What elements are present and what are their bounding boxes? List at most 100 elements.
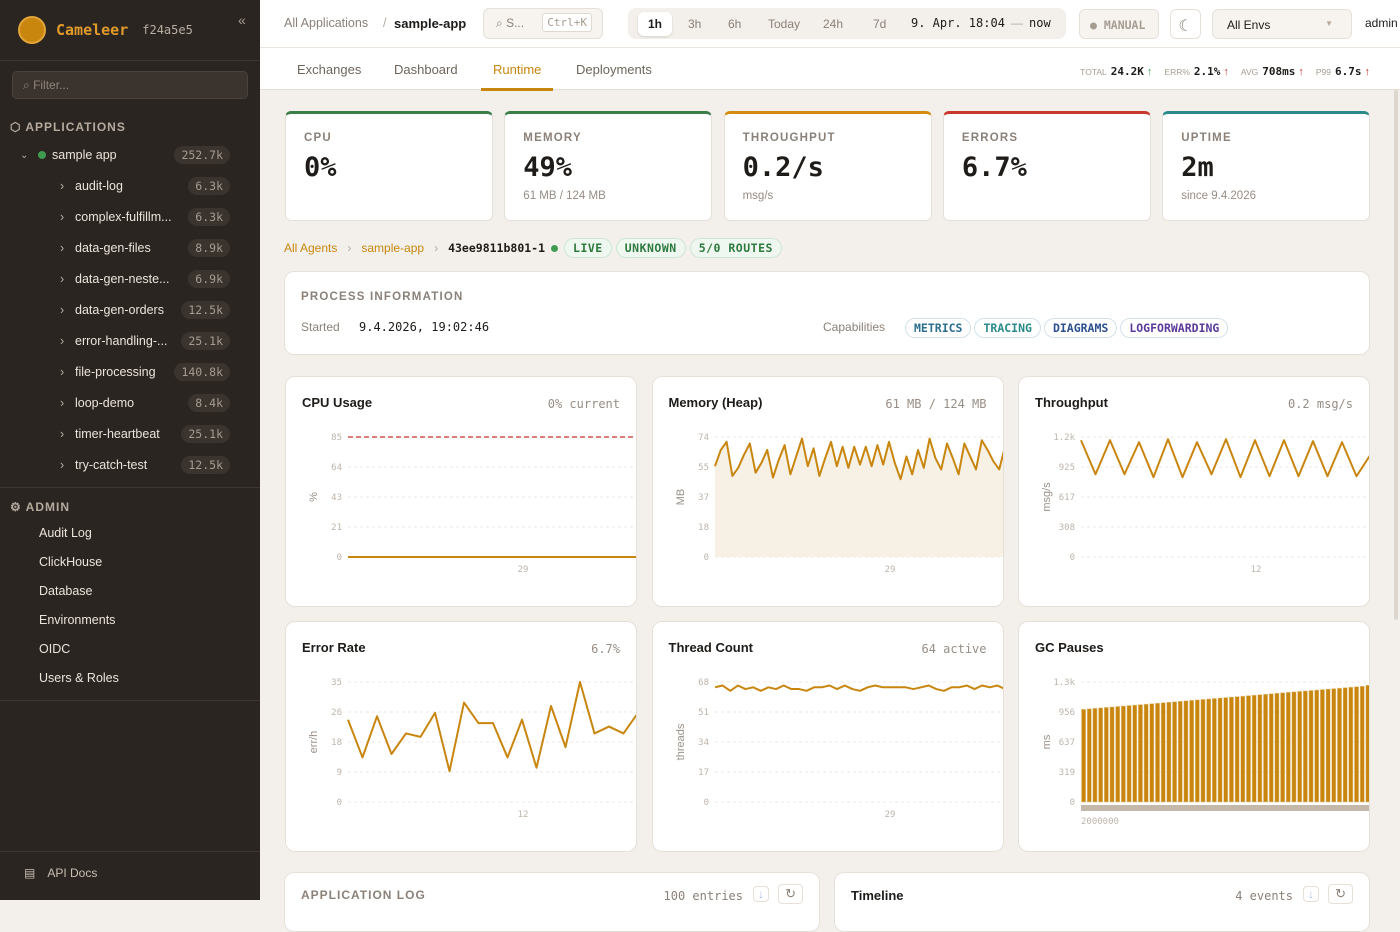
- brand[interactable]: Cameleer f24a5e5: [18, 16, 193, 44]
- tab-dashboard[interactable]: Dashboard: [394, 62, 458, 77]
- document-icon: ▤: [24, 866, 35, 880]
- y-tick-label: 0: [703, 553, 708, 563]
- gear-icon: ⚙: [10, 500, 26, 514]
- x-axis-scrollbar[interactable]: [1081, 805, 1370, 811]
- route-item[interactable]: ›complex-fulfillm...6.3k: [60, 206, 230, 228]
- y-tick-label: 85: [331, 433, 342, 443]
- gc-pause-bar: [1178, 701, 1182, 802]
- x-tick-label: 12: [518, 810, 529, 820]
- admin-item[interactable]: OIDC: [39, 642, 70, 656]
- badge-state: UNKNOWN: [616, 238, 686, 258]
- crumb-app[interactable]: sample-app: [361, 241, 424, 255]
- route-count: 6.3k: [188, 208, 230, 226]
- time-range-6h[interactable]: 6h: [718, 12, 751, 36]
- chevron-right-icon: ›: [60, 210, 75, 224]
- started-value: 9.4.2026, 19:02:46: [359, 320, 489, 334]
- y-tick-label: 17: [698, 768, 709, 778]
- route-item[interactable]: ›error-handling-...25.1k: [60, 330, 230, 352]
- gc-pause-bar: [1258, 695, 1262, 802]
- y-tick-label: 51: [698, 708, 709, 718]
- kpi-value: 0%: [304, 152, 337, 183]
- gc-pause-bar: [1093, 708, 1097, 802]
- chevron-right-icon: ›: [60, 334, 75, 348]
- user-menu[interactable]: admin: [1365, 16, 1398, 30]
- route-count: 12.5k: [181, 301, 230, 319]
- chevron-down-icon: ⌄: [20, 150, 38, 161]
- kpi-label: ERRORS: [962, 132, 1018, 144]
- stat-label: TOTAL: [1080, 67, 1107, 77]
- y-tick-label: 1.3k: [1053, 678, 1075, 688]
- api-docs-link[interactable]: ▤API Docs: [24, 866, 97, 880]
- tab-runtime[interactable]: Runtime: [493, 62, 541, 77]
- refresh-icon[interactable]: ↻: [1328, 884, 1353, 904]
- divider: [0, 700, 260, 701]
- y-tick-label: 1.2k: [1053, 433, 1075, 443]
- environment-select[interactable]: All Envs▼: [1212, 9, 1352, 39]
- arrow-up-icon: ↑: [1223, 66, 1229, 78]
- time-range-Today[interactable]: Today: [758, 12, 810, 36]
- agent-id: 43ee9811b801-1: [448, 241, 545, 255]
- app-item-sample-app[interactable]: ⌄ sample app 252.7k: [20, 144, 230, 166]
- theme-toggle-moon-icon[interactable]: ☾: [1170, 9, 1201, 39]
- search-button[interactable]: ⌕ S... Ctrl+K: [483, 8, 603, 39]
- admin-section: ⚙ ADMIN: [10, 500, 70, 514]
- status-dot: [38, 151, 46, 159]
- gc-pause-bar: [1337, 688, 1341, 802]
- stat-err-pct: ERR%2.1%↑: [1164, 65, 1229, 78]
- gc-pause-bar: [1116, 706, 1120, 802]
- x-tick-label: 29: [884, 810, 895, 820]
- chevron-right-icon: ›: [60, 179, 75, 193]
- breadcrumb-all-applications[interactable]: All Applications: [284, 16, 368, 30]
- admin-item[interactable]: Audit Log: [39, 526, 92, 540]
- range-from[interactable]: 9. Apr. 18:04: [911, 16, 1005, 30]
- breadcrumb-current: sample-app: [394, 16, 466, 31]
- area-fill: [715, 439, 1004, 557]
- y-axis-label: msg/s: [1041, 482, 1053, 512]
- tab-deployments[interactable]: Deployments: [576, 62, 652, 77]
- y-tick-label: 617: [1059, 493, 1075, 503]
- capability-tracing: TRACING: [974, 318, 1040, 338]
- route-item[interactable]: ›data-gen-neste...6.9k: [60, 268, 230, 290]
- range-to[interactable]: now: [1029, 16, 1051, 30]
- chevron-down-icon: ▼: [1325, 19, 1333, 28]
- gc-pause-bar: [1099, 708, 1103, 802]
- time-range-24h[interactable]: 24h: [813, 12, 853, 36]
- capability-diagrams: DIAGRAMS: [1044, 318, 1117, 338]
- gc-pause-bar: [1161, 703, 1165, 802]
- crumb-all-agents[interactable]: All Agents: [284, 241, 337, 255]
- time-range-7d[interactable]: 7d: [863, 12, 896, 36]
- admin-item[interactable]: Users & Roles: [39, 671, 119, 685]
- collapse-sidebar-icon[interactable]: «: [238, 12, 246, 28]
- chevron-right-icon: ›: [60, 396, 75, 410]
- x-tick-label: 29: [518, 565, 529, 575]
- gc-pause-bar: [1224, 698, 1228, 802]
- refresh-mode-button[interactable]: ● MANUAL: [1079, 9, 1159, 39]
- tab-exchanges[interactable]: Exchanges: [297, 62, 361, 77]
- time-range-1h[interactable]: 1h: [638, 12, 672, 36]
- refresh-icon[interactable]: ↻: [778, 884, 803, 904]
- gc-pause-bar: [1184, 701, 1188, 802]
- stat-value: 6.7s: [1335, 65, 1362, 78]
- y-tick-label: 0: [703, 798, 708, 808]
- y-tick-label: 43: [331, 493, 342, 503]
- admin-item[interactable]: Database: [39, 584, 93, 598]
- admin-item[interactable]: Environments: [39, 613, 115, 627]
- gc-pause-bar: [1298, 691, 1302, 802]
- y-tick-label: 0: [1070, 553, 1075, 563]
- time-range-3h[interactable]: 3h: [678, 12, 711, 36]
- filter-input[interactable]: ⌕ Filter...: [12, 71, 248, 99]
- admin-item[interactable]: ClickHouse: [39, 555, 102, 569]
- scrollbar[interactable]: [1392, 90, 1400, 900]
- scrollbar-thumb[interactable]: [1394, 90, 1398, 620]
